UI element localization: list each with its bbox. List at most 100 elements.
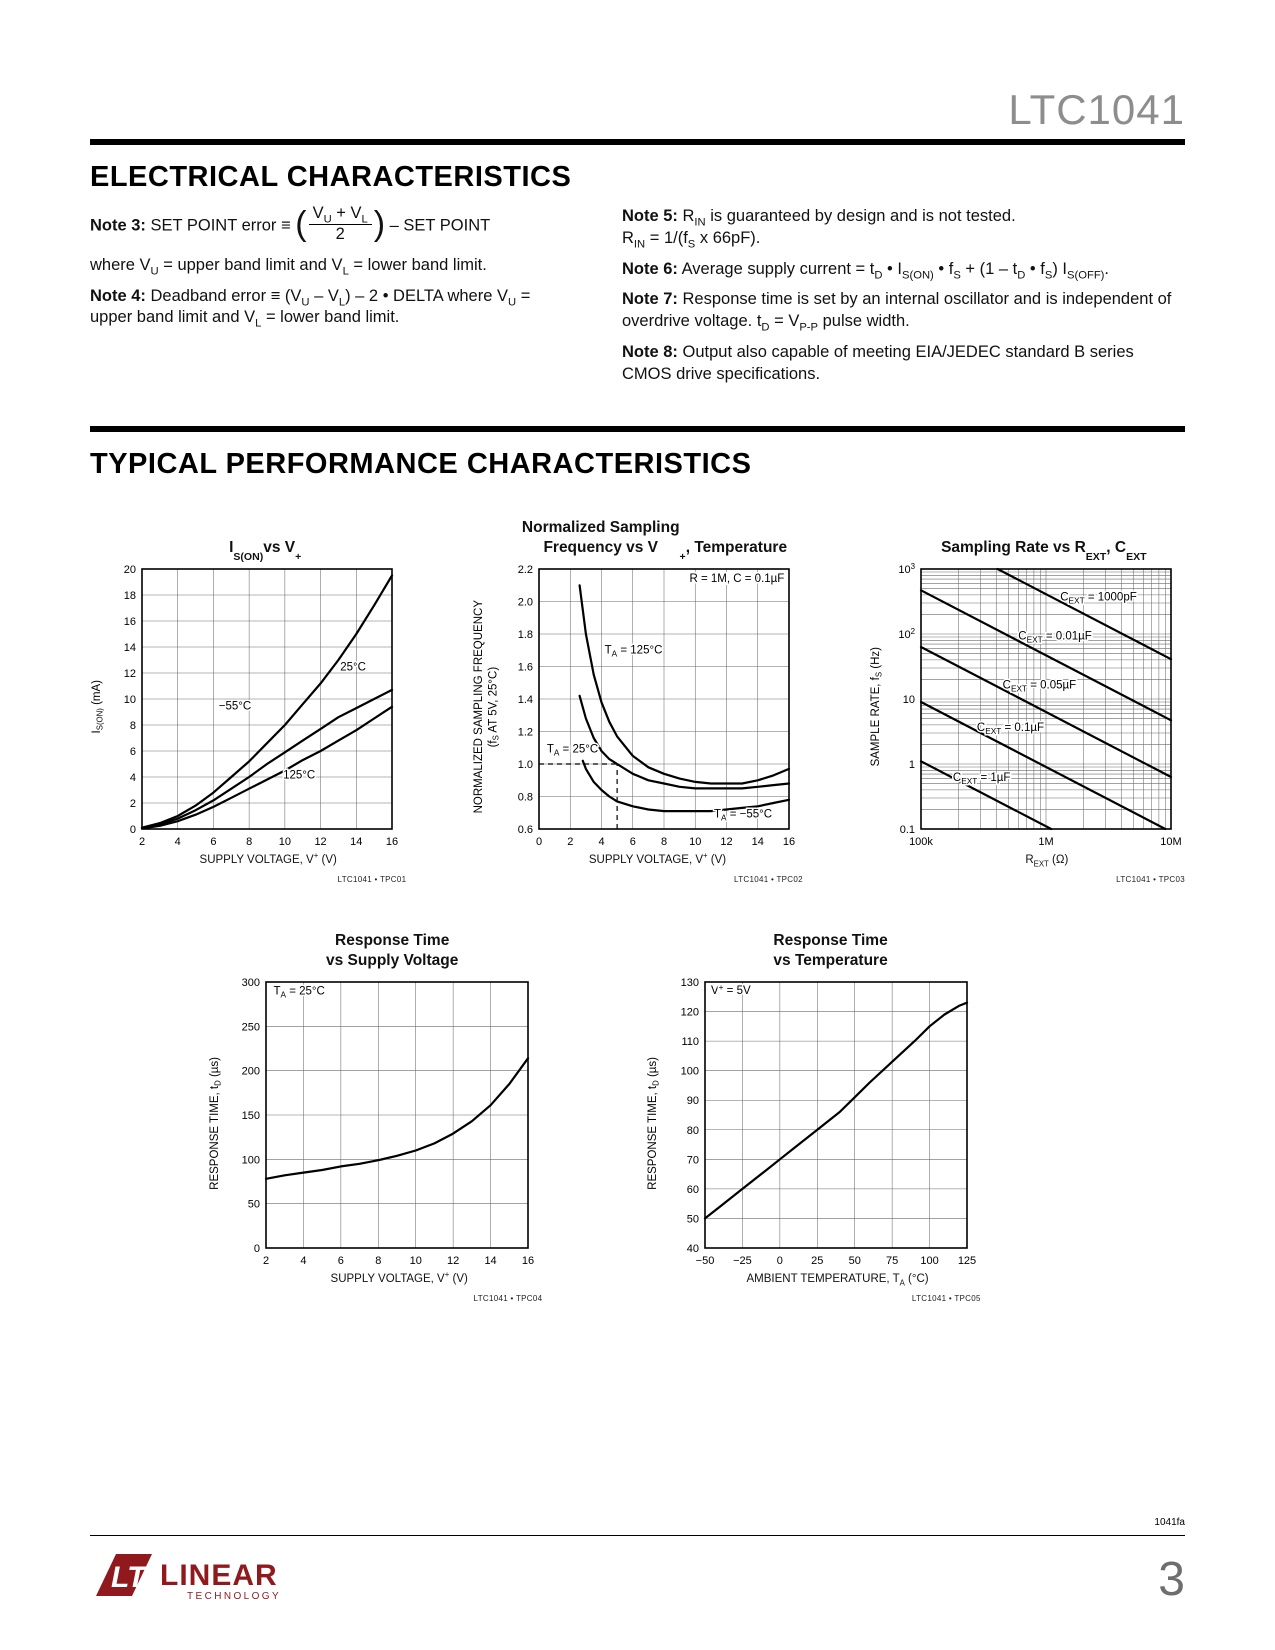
- doc-revision-code: 1041fa: [1154, 1516, 1185, 1528]
- note-3: Note 3: SET POINT error ≡ (VU + VL 2) – S…: [90, 204, 560, 246]
- chart-body-tpc01: IS(ON) (mA) 2 4 6 8 10 12 14 16 0 2 4 6 8 10 12 14 16 18 2…: [90, 561, 406, 853]
- logo-lt-glyph: LT: [111, 1561, 148, 1594]
- svg-text:50: 50: [848, 1255, 860, 1267]
- charts-row-2: Response Time vs Supply Voltage RESPONSE …: [208, 928, 1185, 1303]
- plot-area-tpc04: 2 4 6 8 10 12 14 16 0 50 100 150 200 250 300 TA​ = 25°C: [242, 977, 534, 1267]
- chart-normalized-sampling-frequency: Normalized Sampling Frequency vs V +, Temp…: [472, 515, 803, 884]
- svg-text:CEXT​ = 0.01µF: CEXT​ = 0.01µF: [1018, 631, 1092, 645]
- svg-text:14: 14: [752, 836, 764, 848]
- open-paren: (: [295, 204, 307, 243]
- svg-text:16: 16: [783, 836, 795, 848]
- chart-title-tpc01: I S(ON) vs V +: [229, 538, 302, 563]
- svg-text:20: 20: [124, 564, 136, 576]
- chart-title-tpc05: Response Time vs Temperature: [773, 932, 888, 969]
- svg-text:6: 6: [630, 836, 636, 848]
- svg-text:6: 6: [130, 746, 136, 758]
- svg-text:50: 50: [248, 1199, 260, 1211]
- svg-text:2: 2: [130, 798, 136, 810]
- svg-text:150: 150: [242, 1110, 260, 1122]
- svg-text:1.6: 1.6: [518, 662, 533, 674]
- svg-text:0.8: 0.8: [518, 792, 533, 804]
- svg-text:V+​ = 5V: V+​ = 5V: [711, 983, 751, 997]
- svg-text:12: 12: [720, 836, 732, 848]
- svg-text:70: 70: [687, 1154, 699, 1166]
- svg-text:4: 4: [301, 1255, 307, 1267]
- note-3-where: where VU = upper band limit and VL = low…: [90, 255, 487, 278]
- part-number-header: LTC1041: [1008, 86, 1185, 133]
- svg-text:18: 18: [124, 590, 136, 602]
- chart-response-time-vs-supply-voltage: Response Time vs Supply Voltage RESPONSE …: [208, 928, 542, 1303]
- svg-text:102​: 102​: [898, 627, 915, 641]
- x-axis-label-tpc01: SUPPLY VOLTAGE, V+ (V): [199, 851, 337, 866]
- svg-text:TA​ = −55°C: TA​ = −55°C: [714, 809, 772, 823]
- svg-text:2: 2: [139, 836, 145, 848]
- svg-text:12: 12: [315, 836, 327, 848]
- svg-text:6: 6: [211, 836, 217, 848]
- chart-credit-tpc02: LTC1041 • TPC02: [734, 875, 803, 884]
- svg-text:TA​ = 25°C: TA​ = 25°C: [274, 985, 325, 999]
- section-divider-rule: [90, 139, 1185, 145]
- svg-text:125: 125: [958, 1255, 976, 1267]
- svg-text:16: 16: [522, 1255, 534, 1267]
- svg-text:1.0: 1.0: [518, 759, 533, 771]
- x-axis-label-tpc03: REXT (Ω): [1025, 854, 1069, 869]
- svg-text:CEXT​ = 1000pF: CEXT​ = 1000pF: [1060, 591, 1137, 605]
- fraction-denominator: 2: [335, 224, 345, 243]
- chart-credit-tpc01: LTC1041 • TPC01: [337, 875, 407, 884]
- logo-linear-text: LINEAR: [160, 1559, 278, 1592]
- svg-text:16: 16: [386, 836, 398, 848]
- svg-text:−50: −50: [695, 1255, 714, 1267]
- svg-text:25: 25: [811, 1255, 823, 1267]
- chart-title-tpc02: Normalized Sampling Frequency vs V +, Temp…: [521, 519, 788, 563]
- notes-right-column: Note 5: RIN is guaranteed by design and …: [622, 206, 1185, 421]
- chart-sampling-rate-vs-rext-cext: Sampling Rate vs R EXT, C EXT SAMPLE RATE,…: [869, 515, 1185, 884]
- svg-text:CEXT​ = 0.1µF: CEXT​ = 0.1µF: [977, 722, 1044, 736]
- svg-text:1.8: 1.8: [518, 629, 533, 641]
- x-axis-label-tpc05: AMBIENT TEMPERATURE, TA (°C): [746, 1273, 929, 1288]
- svg-text:4: 4: [598, 836, 604, 848]
- typical-performance-title: TYPICAL PERFORMANCE CHARACTERISTICS: [90, 448, 752, 480]
- note-6: Note 6: Average supply current = tD • IS…: [622, 259, 1109, 281]
- linear-technology-logo: LT LINEAR TECHNOLOGY: [96, 1554, 281, 1602]
- svg-text:−55°C: −55°C: [219, 700, 251, 712]
- chart-response-time-vs-temperature: Response Time vs Temperature RESPONSE TIM…: [646, 928, 980, 1303]
- chart-body-tpc03: SAMPLE RATE, fS (Hz) 100k1M10M103​102​10…: [869, 561, 1185, 853]
- svg-text:8: 8: [661, 836, 667, 848]
- charts-row-1: I S(ON) vs V + IS(ON) (mA) 2 4 6 8 10 12 14 16 0 2 4…: [90, 515, 1185, 884]
- svg-text:100: 100: [242, 1154, 260, 1166]
- svg-text:1.2: 1.2: [518, 727, 533, 739]
- page-footer: 1041fa LT LINEAR TECHNOLOGY 3: [90, 1517, 1185, 1605]
- svg-text:8: 8: [376, 1255, 382, 1267]
- svg-text:−25: −25: [733, 1255, 752, 1267]
- fraction-numerator: VU + VL: [308, 204, 372, 225]
- electrical-characteristics-title: ELECTRICAL CHARACTERISTICS: [90, 161, 572, 193]
- svg-text:14: 14: [124, 642, 136, 654]
- y-axis-label-tpc01: IS(ON) (mA): [91, 680, 105, 734]
- svg-text:4: 4: [175, 836, 181, 848]
- section-divider-rule-2: [90, 426, 1185, 432]
- note-5: Note 5: RIN is guaranteed by design and …: [622, 207, 1016, 251]
- svg-text:80: 80: [687, 1125, 699, 1137]
- svg-text:12: 12: [124, 668, 136, 680]
- chart-body-tpc02: NORMALIZED SAMPLING FREQUENCY (fS AT 5V, …: [472, 561, 803, 853]
- chart-body-tpc04: RESPONSE TIME, tD (µs) 2 4 6 8 10 12 14 16 0 50 10…: [208, 974, 542, 1272]
- svg-text:8: 8: [246, 836, 252, 848]
- svg-text:14: 14: [485, 1255, 497, 1267]
- svg-text:2.0: 2.0: [518, 597, 533, 609]
- svg-text:TA​ = 25°C: TA​ = 25°C: [547, 744, 598, 758]
- logo-technology-text: TECHNOLOGY: [187, 1591, 281, 1602]
- plot-area-tpc02: 0 2 4 6 8 10 12 14 16 0.6 0.8 1.0 1.2 1.4 1.6 1.8 2.0 2.2…: [518, 564, 795, 848]
- chart-credit-tpc04: LTC1041 • TPC04: [473, 1294, 543, 1303]
- svg-text:75: 75: [886, 1255, 898, 1267]
- y-axis-label-tpc04: RESPONSE TIME, tD (µs): [209, 1056, 223, 1190]
- svg-text:0: 0: [536, 836, 542, 848]
- svg-text:8: 8: [130, 720, 136, 732]
- plot-area-tpc05: −50 −25 0 25 50 75 100 125 40 50 60 70 80 90 100 110 120…: [680, 977, 976, 1267]
- fraction: VU + VL 2: [308, 204, 372, 244]
- logo-mark: [96, 1554, 152, 1596]
- svg-text:110: 110: [681, 1036, 699, 1048]
- footer-rule: [90, 1534, 1185, 1536]
- svg-text:300: 300: [242, 977, 260, 989]
- page-number: 3: [1158, 1553, 1185, 1606]
